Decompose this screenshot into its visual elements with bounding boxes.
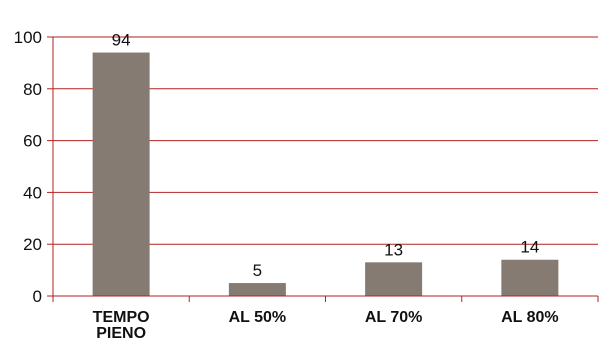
x-category-label: PIENO [96, 325, 146, 342]
axes [47, 36, 599, 302]
x-category-label: AL 50% [229, 309, 287, 326]
data-label: 5 [253, 261, 262, 280]
data-label: 94 [112, 31, 131, 50]
bars [92, 52, 559, 296]
bar [228, 283, 286, 296]
bar [365, 262, 423, 296]
y-tick-label: 60 [23, 132, 42, 151]
x-category-label: AL 80% [501, 309, 559, 326]
x-category-label: AL 70% [365, 309, 423, 326]
y-tick-label: 100 [14, 28, 42, 47]
data-label: 13 [384, 240, 403, 259]
y-tick-label: 20 [23, 235, 42, 254]
y-tick-label: 0 [33, 287, 42, 306]
bar [501, 259, 559, 296]
y-tick-label: 40 [23, 183, 42, 202]
x-category-label: TEMPO [93, 309, 150, 326]
data-label: 14 [520, 238, 539, 257]
bar [92, 52, 150, 296]
y-tick-label: 80 [23, 80, 42, 99]
